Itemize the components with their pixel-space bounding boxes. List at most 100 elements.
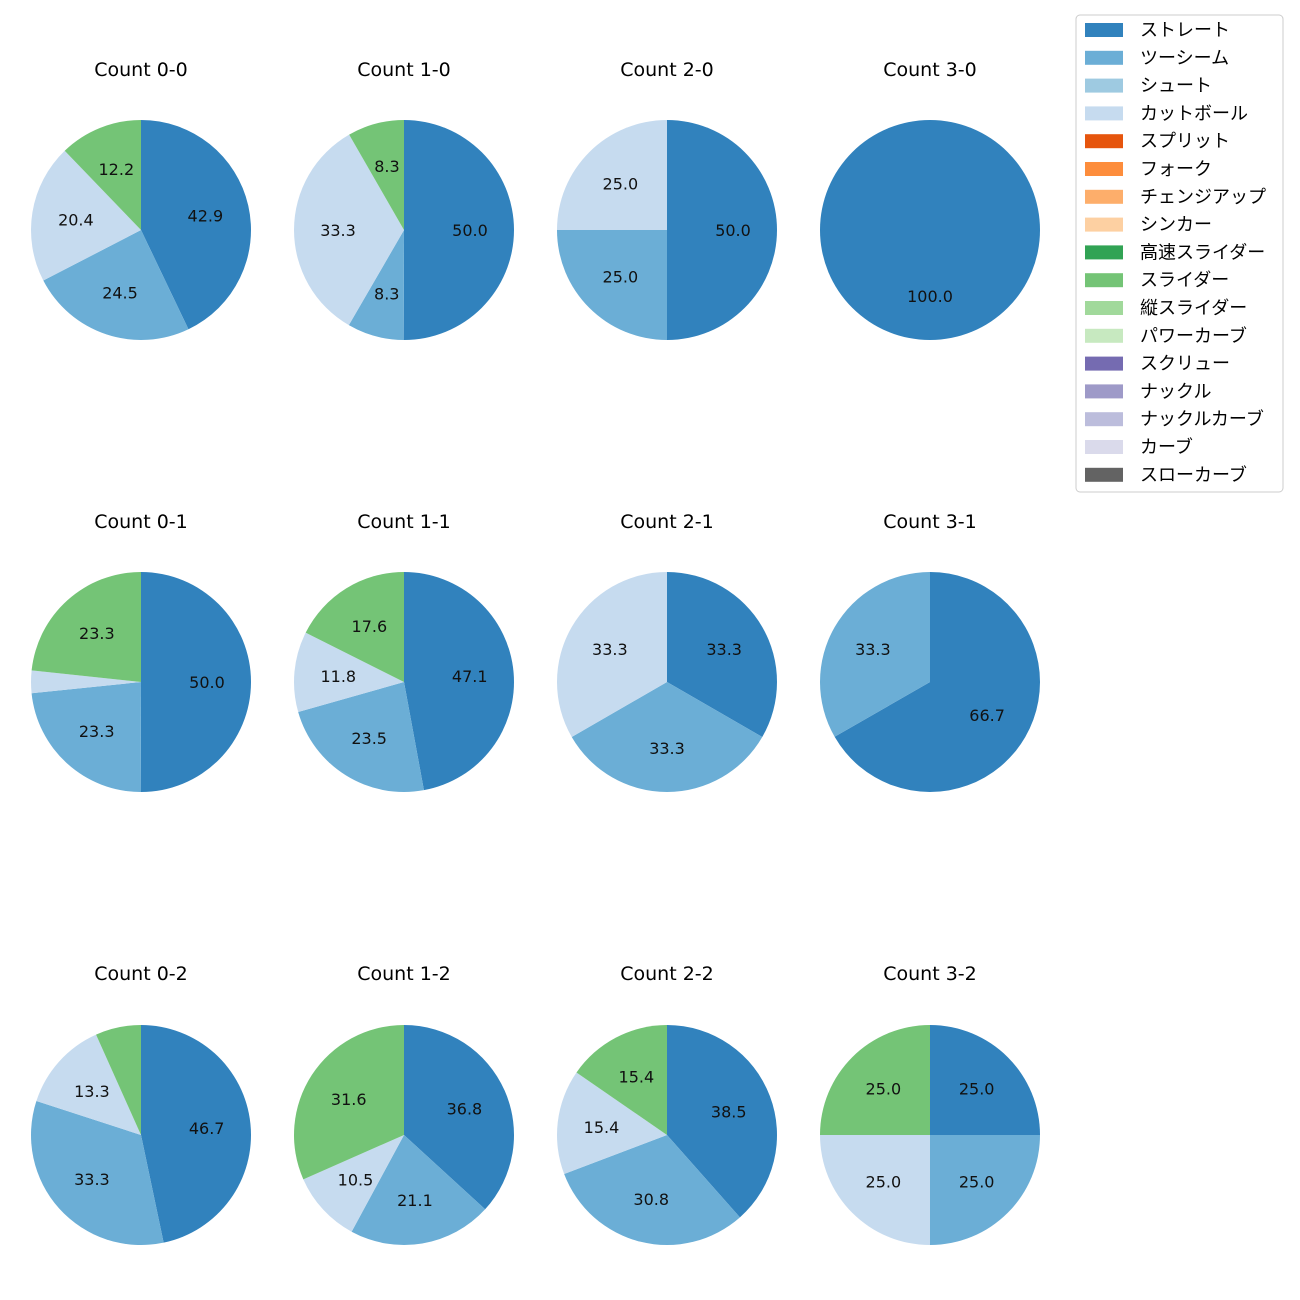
pie-slice [404,1025,514,1210]
pie-slice-label: 20.4 [58,210,94,229]
pie-panel: Count 2-1 33.3 33.3 33.3 [556,511,777,793]
pie-slice [556,572,667,737]
legend-item: 高速スライダー [1085,242,1265,263]
pie-panel: Count 2-0 50.0 25.0 25.0 [557,59,777,340]
pie-panel: Count 3-2 25.0 25.0 25.0 25.0 [820,963,1040,1245]
pie-slice [820,572,930,737]
pie-slice [140,572,252,793]
pie-panel: Count 3-1 66.7 33.3 [820,511,1040,792]
pie-slice-label: 25.0 [866,1173,902,1192]
legend-item: ナックル [1085,381,1211,402]
pie-panel: Count 0-0 42.9 24.5 20.4 12.2 [31,59,251,340]
legend-label: スローカーブ [1140,464,1247,486]
legend-label: フォーク [1140,159,1212,180]
legend-label: パワーカーブ [1140,325,1247,347]
pie-slice [930,1025,1040,1135]
pie-slice-label: 21.1 [397,1191,433,1210]
legend-swatch [1085,106,1123,121]
pie-slice [64,120,141,230]
pie-slice [351,1135,486,1245]
pie-slice [305,572,404,682]
pie-slice [298,682,424,792]
pie-slice [294,1025,404,1180]
legend-frame [1075,14,1284,493]
pie-slice [141,120,251,330]
pie-slice [293,632,404,713]
pie-panel: Count 1-0 50.0 8.3 33.3 8.3 [293,59,515,341]
pie-title: Count 2-2 [620,963,714,985]
legend-item: スクリュー [1085,354,1230,375]
pie-slice [667,1025,777,1218]
pie-slice [403,120,515,341]
pie-panel: Count 0-1 50.0 23.3 23.3 [30,511,252,793]
pie-slice-label: 50.0 [189,673,225,692]
pie-slice [31,150,141,281]
pie-panel: Count 0-2 46.7 33.3 13.3 [30,963,251,1245]
pie-title: Count 1-1 [357,511,451,533]
pie-slice-label: 50.0 [452,221,488,240]
legend-label: シンカー [1140,215,1212,236]
legend-label: チェンジアップ [1140,187,1266,208]
pie-slice-label: 23.5 [351,729,387,748]
legend-item: 縦スライダー [1085,298,1247,319]
pie-slice-label: 33.3 [74,1170,110,1189]
pie-slice [404,572,514,791]
pie-slice [349,120,404,230]
pie-panels: Count 0-0 42.9 24.5 20.4 12.2 Count 1-0 50.0 8.… [30,59,1040,1245]
legend-swatch [1085,189,1123,204]
legend-swatch [1085,23,1123,37]
pie-slice [930,1135,1040,1245]
pie-slice-label: 33.3 [649,739,685,758]
pie-title: Count 1-0 [357,59,451,81]
pie-slice [576,1025,667,1135]
legend-label: ナックル [1140,381,1211,402]
pie-slice [667,572,777,737]
pie-slice-label: 11.8 [320,667,356,686]
pie-slice-label: 33.3 [706,640,742,659]
pie-panel: Count 1-1 47.1 23.5 11.8 17.6 [293,511,514,792]
pie-slice-label: 46.7 [189,1119,225,1138]
legend-label: スクリュー [1140,354,1230,375]
legend-swatch [1085,467,1123,482]
pie-slice-label: 33.3 [320,221,356,240]
legend-item: ツーシーム [1085,48,1229,69]
pie-title: Count 1-2 [357,963,451,985]
legend-item: シュート [1085,76,1212,97]
pie-slice-label: 42.9 [188,206,224,225]
legend-label: スライダー [1140,270,1229,291]
pie-slice-label: 33.3 [592,640,628,659]
pie-slice [31,572,141,682]
legend-swatch [1085,134,1123,149]
legend-label: 高速スライダー [1140,242,1265,263]
legend-swatch [1085,273,1123,288]
legend-label: シュート [1140,76,1212,97]
legend-item: パワーカーブ [1085,325,1247,347]
pie-slice [820,120,1040,340]
legend-item: フォーク [1085,159,1212,180]
legend-swatch [1085,301,1123,315]
pie-title: Count 3-0 [883,59,977,81]
pie-slice-label: 24.5 [102,284,138,303]
pie-slice [96,1025,141,1135]
pie-slice-label: 33.3 [855,640,891,659]
pie-title: Count 2-1 [620,511,714,533]
legend-swatch [1085,78,1123,93]
pie-title: Count 3-2 [883,963,977,985]
pie-slice [30,1101,164,1245]
legend-item: カットボール [1085,103,1248,124]
pie-slice [834,572,1040,792]
pie-slice [141,1025,251,1243]
legend-swatch [1085,328,1123,343]
pie-slice [820,1135,930,1245]
pie-title: Count 3-1 [883,511,977,533]
legend-item: スローカーブ [1085,464,1247,486]
pie-slice-label: 25.0 [603,268,639,287]
pie-title: Count 2-0 [620,59,714,81]
pie-slice [31,682,141,792]
legend-item: シンカー [1085,215,1212,236]
legend-swatch [1085,440,1123,454]
pie-slice-label: 38.5 [711,1103,747,1122]
legend-label: カーブ [1140,436,1193,458]
pie-slice-label: 8.3 [374,157,399,176]
pie-title: Count 0-0 [94,59,188,81]
